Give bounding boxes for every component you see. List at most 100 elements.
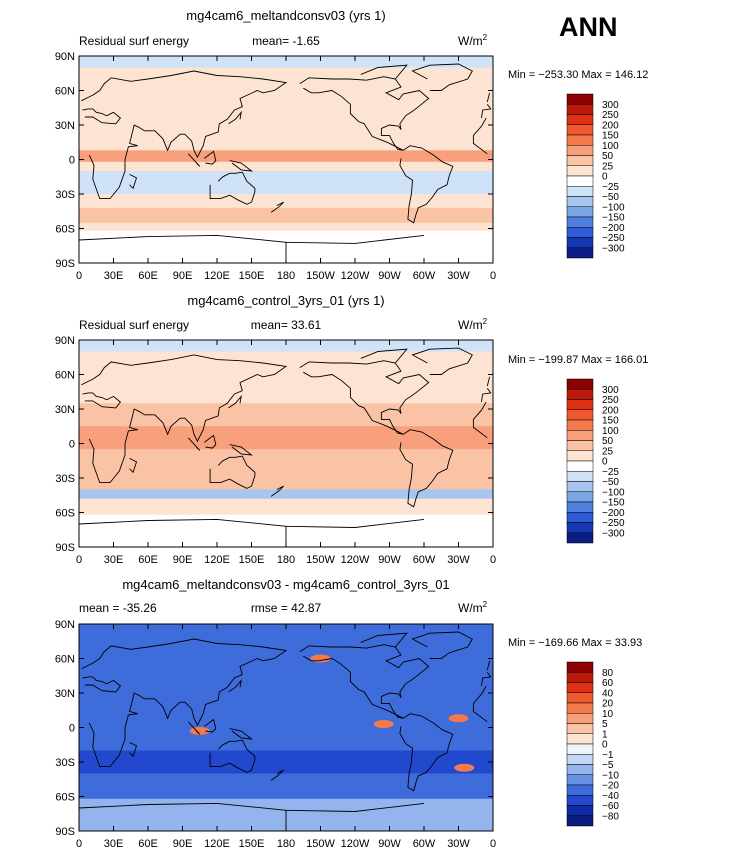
coastline <box>82 392 122 409</box>
coastline <box>228 110 242 125</box>
coastline <box>270 485 285 497</box>
lat-tick-label: 30S <box>55 189 75 201</box>
lat-tick-label: 60S <box>55 224 75 236</box>
colorbar-box <box>566 206 594 218</box>
lat-tick-label: 60N <box>55 654 75 666</box>
coastline <box>481 388 492 403</box>
colorbar-label: 0 <box>602 172 608 183</box>
lat-tick-label: 90N <box>55 51 75 63</box>
colorbar-label: 100 <box>602 141 619 152</box>
lon-tick-label: 90W <box>378 554 401 566</box>
panel-left-label: Residual surf energy <box>79 34 189 48</box>
colorbar-box <box>566 196 594 207</box>
lon-tick-label: 60W <box>413 554 436 566</box>
lon-tick-label: 0 <box>490 838 496 850</box>
lat-tick-label: 30S <box>55 757 75 769</box>
colorbar-box <box>566 440 594 451</box>
colorbar-label: −50 <box>602 192 619 203</box>
lon-tick-label: 150E <box>239 270 265 282</box>
lon-tick-label: 150E <box>239 838 265 850</box>
colorbar-box <box>566 247 594 259</box>
lat-tick-label: 60N <box>55 86 75 98</box>
lat-tick-label: 90S <box>55 826 75 838</box>
coastline <box>82 108 122 125</box>
season-label: ANN <box>559 12 618 42</box>
colorbar-box <box>566 815 594 827</box>
colorbar-label: −250 <box>602 518 625 529</box>
colorbar-label: −150 <box>602 213 625 224</box>
lon-tick-label: 30E <box>104 270 124 282</box>
colorbar-box <box>566 399 594 410</box>
lon-tick-label: 30E <box>104 554 124 566</box>
colorbar-box <box>566 723 594 734</box>
colorbar-label: 25 <box>602 161 614 172</box>
panel-2: mg4cam6_control_3yrs_01 (yrs 1) Residual … <box>55 293 649 566</box>
colorbar-label: 300 <box>602 385 619 396</box>
map-band-southern <box>79 207 493 223</box>
colorbar-box <box>566 237 594 248</box>
warm-anomaly <box>310 654 331 663</box>
map-band-itcz <box>79 150 493 162</box>
colorbar-box <box>566 682 594 693</box>
colorbar-box <box>566 409 594 421</box>
map-band-south <box>79 750 493 774</box>
units-label: W/m2 <box>458 317 488 332</box>
coastline <box>228 394 242 409</box>
colorbar-box <box>566 460 594 472</box>
coastline <box>229 728 254 740</box>
colorbar-label: −100 <box>602 487 625 498</box>
colorbar-label: 0 <box>602 740 608 751</box>
lon-tick-label: 90E <box>173 270 193 282</box>
colorbar-box <box>566 419 594 431</box>
lon-tick-label: 0 <box>76 838 82 850</box>
coastline <box>299 644 430 719</box>
colorbar-label: −60 <box>602 801 619 812</box>
colorbar-label: 250 <box>602 110 619 121</box>
colorbar-label: 150 <box>602 416 619 427</box>
colorbar-box <box>566 155 594 166</box>
panel-mean-label: mean= 33.61 <box>251 318 322 332</box>
lon-tick-label: 180 <box>277 270 295 282</box>
lon-tick-label: 90E <box>173 554 193 566</box>
colorbar-box <box>566 175 594 187</box>
map-band-polar <box>79 56 493 68</box>
coastline <box>81 354 288 484</box>
coastline <box>399 145 454 224</box>
colorbar-box <box>566 522 594 533</box>
coastline <box>187 721 201 735</box>
lon-tick-label: 150W <box>306 270 335 282</box>
colorbar-box <box>566 389 594 400</box>
lat-tick-label: 0 <box>69 439 75 451</box>
colorbar-label: −200 <box>602 508 625 519</box>
lon-tick-label: 150E <box>239 554 265 566</box>
lon-tick-label: 0 <box>490 270 496 282</box>
coastline <box>472 685 488 723</box>
lon-tick-label: 60E <box>138 554 158 566</box>
colorbar-label: 250 <box>602 395 619 406</box>
colorbar-label: 100 <box>602 426 619 437</box>
coastline <box>209 455 256 489</box>
coastline <box>209 171 256 205</box>
coastline <box>270 201 285 213</box>
map-band-polar <box>79 340 493 352</box>
coastline <box>360 632 408 648</box>
colorbar-box <box>566 93 594 105</box>
colorbar-label: −200 <box>602 223 625 234</box>
colorbar-label: 150 <box>602 131 619 142</box>
coastline <box>285 518 425 528</box>
lon-tick-label: 60W <box>413 270 436 282</box>
colorbar-box <box>566 145 594 156</box>
colorbar-box <box>566 124 594 136</box>
panel-3: mg4cam6_meltandconsv03 - mg4cam6_control… <box>55 577 642 850</box>
lon-tick-label: 150W <box>306 554 335 566</box>
colorbar-box <box>566 481 594 492</box>
lon-tick-label: 120W <box>341 270 370 282</box>
colorbar-box <box>566 216 594 228</box>
colorbar-label: 50 <box>602 151 614 162</box>
coastline <box>81 638 288 768</box>
colorbar-label: −150 <box>602 498 625 509</box>
warm-anomaly <box>373 720 394 729</box>
coastline <box>78 234 287 263</box>
